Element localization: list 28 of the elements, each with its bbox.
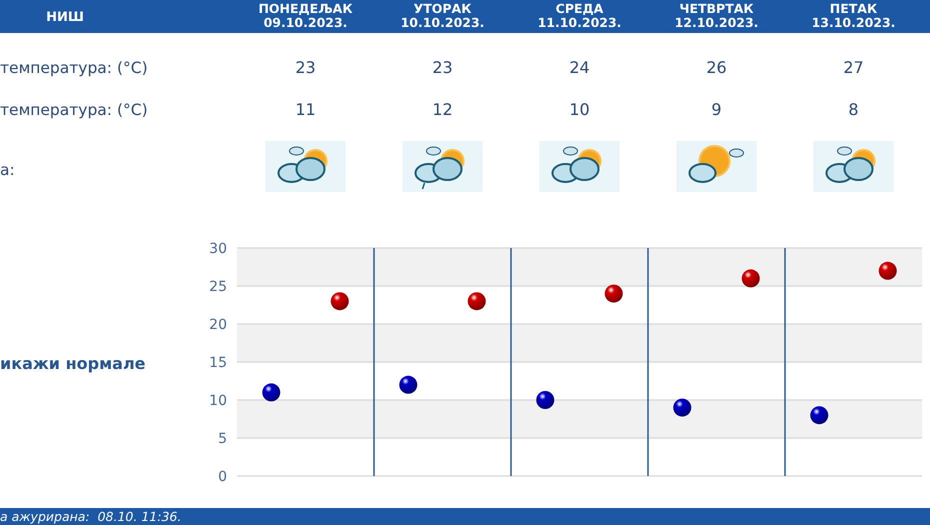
text: ПОНЕДЕЉАК 09.10.2023. [257, 1, 354, 30]
data-label: 10 [569, 100, 590, 119]
y-tick-label: 30 [209, 241, 227, 257]
text: УТОРАК 10.10.2023. [400, 1, 486, 30]
y-tick-label: 5 [218, 431, 227, 447]
text: а: [0, 161, 15, 179]
text: температура: (°C) [0, 59, 148, 77]
text: ПЕТАК 13.10.2023. [810, 1, 896, 30]
data-label: 9 [711, 100, 722, 119]
data-label: 11 [295, 100, 316, 119]
data-label: 23 [432, 58, 453, 77]
text: температура: (°C) [0, 101, 148, 119]
data-label: 26 [706, 58, 727, 77]
y-tick-label: 0 [218, 469, 227, 485]
data-label: 8 [848, 100, 859, 119]
data-label: 24 [569, 58, 590, 77]
text: НИШ [46, 10, 84, 25]
data-label: 23 [295, 58, 316, 77]
data-label: 12 [432, 100, 453, 119]
data-label: 27 [843, 58, 864, 77]
text: икажи нормале [0, 354, 146, 373]
text: СРЕДА 11.10.2023. [536, 1, 622, 30]
text: ЧЕТВРТАК 12.10.2023. [674, 1, 760, 30]
text: а ажурирана: 08.10. 11:36. [0, 509, 182, 524]
y-tick-label: 10 [209, 393, 227, 409]
y-tick-label: 15 [209, 355, 227, 371]
y-tick-label: 25 [209, 279, 227, 295]
y-tick-label: 20 [209, 317, 227, 333]
